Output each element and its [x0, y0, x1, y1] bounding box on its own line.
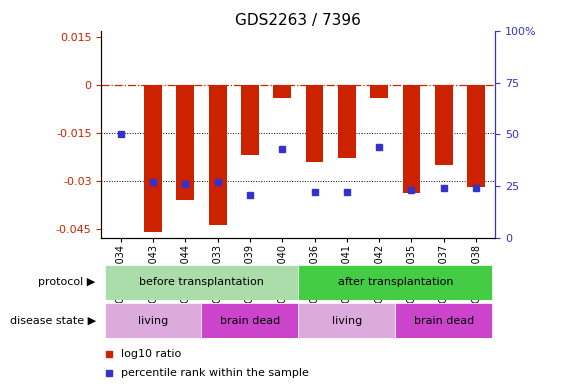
Bar — [467, 85, 485, 187]
Text: log10 ratio: log10 ratio — [121, 349, 181, 359]
Bar — [435, 85, 453, 165]
Bar — [202, 303, 298, 338]
Text: protocol ▶: protocol ▶ — [38, 277, 96, 287]
Text: living: living — [332, 316, 362, 326]
Text: disease state ▶: disease state ▶ — [10, 316, 96, 326]
Text: brain dead: brain dead — [220, 316, 280, 326]
Bar — [144, 85, 162, 232]
Bar — [298, 265, 492, 300]
Text: after transplantation: after transplantation — [338, 277, 453, 287]
Bar — [395, 303, 492, 338]
Text: percentile rank within the sample: percentile rank within the sample — [121, 368, 309, 379]
Bar — [105, 265, 298, 300]
Bar — [403, 85, 421, 194]
Bar — [338, 85, 356, 158]
Title: GDS2263 / 7396: GDS2263 / 7396 — [235, 13, 361, 28]
Text: before transplantation: before transplantation — [139, 277, 264, 287]
Bar — [306, 85, 323, 162]
Bar — [176, 85, 194, 200]
Bar — [209, 85, 226, 225]
Bar — [105, 303, 202, 338]
Bar — [298, 303, 395, 338]
Bar — [241, 85, 259, 155]
Bar — [370, 85, 388, 98]
Text: living: living — [138, 316, 168, 326]
Text: brain dead: brain dead — [414, 316, 474, 326]
Bar — [274, 85, 291, 98]
